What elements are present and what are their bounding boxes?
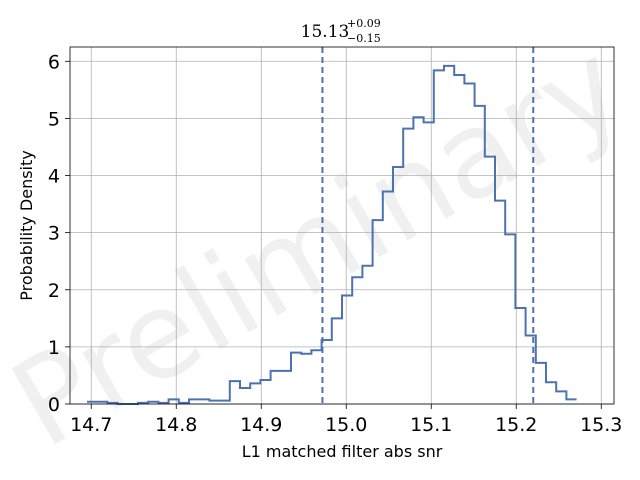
y-axis-label: Probability Density [17,150,36,301]
histogram-bin [240,388,250,404]
histogram-bin [250,383,260,404]
title-upper-error: +0.09 [347,17,381,30]
histogram-bin [260,380,270,404]
histogram-series [87,64,577,405]
histogram-bin [536,363,546,404]
y-tick-label: 2 [48,280,60,302]
histogram-bin [342,295,352,404]
x-tick-label: 15.0 [325,414,367,436]
x-tick-label: 15.2 [495,414,537,436]
y-tick-label: 1 [48,337,60,359]
title-lower-error: −0.15 [347,32,381,45]
x-tick-label: 14.8 [155,414,197,436]
histogram-bin [301,354,311,404]
title-value: 15.13 [301,22,350,42]
y-tick-label: 5 [48,108,60,130]
histogram-bin [556,391,566,404]
histogram-bin [230,381,240,404]
histogram-bin [515,308,525,404]
histogram-bin [291,353,301,404]
histogram-bin [526,335,536,404]
y-tick-label: 3 [48,223,60,245]
x-tick-label: 15.1 [410,414,452,436]
plot-frame [69,46,615,405]
x-tick-label: 14.9 [240,414,282,436]
histogram-step-line [87,64,577,405]
chart-title: 15.13 [301,22,350,42]
watermark-text: Preliminary [0,16,640,475]
y-tick-label: 0 [48,394,60,416]
x-tick-label: 15.3 [580,414,622,436]
histogram-bin [311,350,321,404]
histogram-bin [281,371,291,404]
x-tick-label: 14.7 [70,414,112,436]
y-tick-label: 4 [48,166,60,188]
histogram-bin [495,201,505,404]
histogram-bin [271,371,281,404]
y-axis-ticks: 0 1 2 3 4 5 6 [48,51,70,416]
histogram-bin [546,382,556,404]
grid-lines [70,47,614,405]
histogram-bin [505,234,515,404]
histogram-bin [332,318,342,404]
x-axis-ticks: 14.7 14.8 14.9 15.0 15.1 15.2 15.3 [70,404,622,436]
y-tick-label: 6 [48,51,60,73]
x-axis-label: L1 matched filter abs snr [242,442,443,461]
